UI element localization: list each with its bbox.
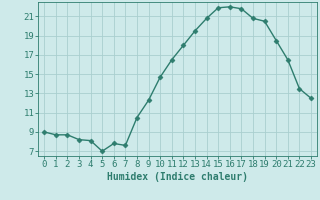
X-axis label: Humidex (Indice chaleur): Humidex (Indice chaleur) [107, 172, 248, 182]
